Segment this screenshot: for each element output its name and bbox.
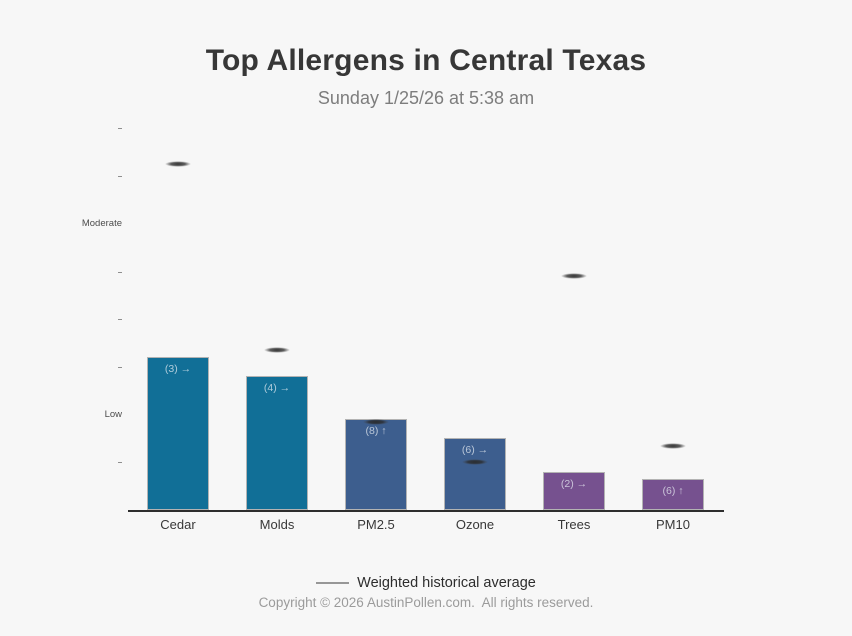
x-tick-label: Trees <box>557 517 591 532</box>
bar-value-label: (6) → <box>461 444 489 457</box>
y-tick-dash <box>118 319 122 321</box>
bar-cedar: (3) → <box>147 357 209 510</box>
bar-molds: (4) → <box>246 376 308 510</box>
x-tick-label: PM10 <box>656 517 690 532</box>
x-tick-label: Ozone <box>455 517 495 532</box>
legend-line-swatch <box>316 582 350 584</box>
y-tick-label-low: Low <box>104 408 122 420</box>
bar-pm10: (6) ↑ <box>642 478 704 510</box>
x-tick-label: Cedar <box>160 517 196 532</box>
y-tick-dash <box>118 128 122 130</box>
historical-average-marker <box>457 458 493 467</box>
copyright-text: Copyright © 2026 AustinPollen.com. All r… <box>258 595 594 610</box>
x-tick-label: Molds <box>259 517 295 532</box>
historical-average-marker <box>556 272 592 281</box>
chart-subtitle: Sunday 1/25/26 at 5:38 am <box>317 88 535 108</box>
historical-average-marker <box>358 417 394 426</box>
bar-value-label: (3) → <box>164 363 192 376</box>
y-tick-dash <box>118 271 122 273</box>
bar-value-label: (2) → <box>560 477 588 490</box>
historical-average-marker <box>259 346 295 355</box>
bar-value-label: (6) ↑ <box>662 484 684 497</box>
legend: Weighted historical average <box>0 575 852 591</box>
y-tick-dash <box>118 462 122 464</box>
x-tick-label: PM2.5 <box>357 517 395 532</box>
y-tick-dash <box>118 366 122 368</box>
y-tick-label-moderate: Moderate <box>81 217 122 229</box>
legend-label: Weighted historical average <box>357 575 536 591</box>
historical-average-marker <box>160 160 196 169</box>
x-axis-line <box>128 510 724 512</box>
bar-pm25: (8) ↑ <box>345 419 407 510</box>
historical-average-marker <box>655 441 691 450</box>
bar-trees: (2) → <box>543 471 605 510</box>
bar-value-label: (8) ↑ <box>365 425 387 438</box>
chart-title: Top Allergens in Central Texas <box>205 44 647 77</box>
bar-value-label: (4) → <box>263 382 291 395</box>
bar-ozone: (6) → <box>444 438 506 510</box>
y-tick-dash <box>118 176 122 178</box>
